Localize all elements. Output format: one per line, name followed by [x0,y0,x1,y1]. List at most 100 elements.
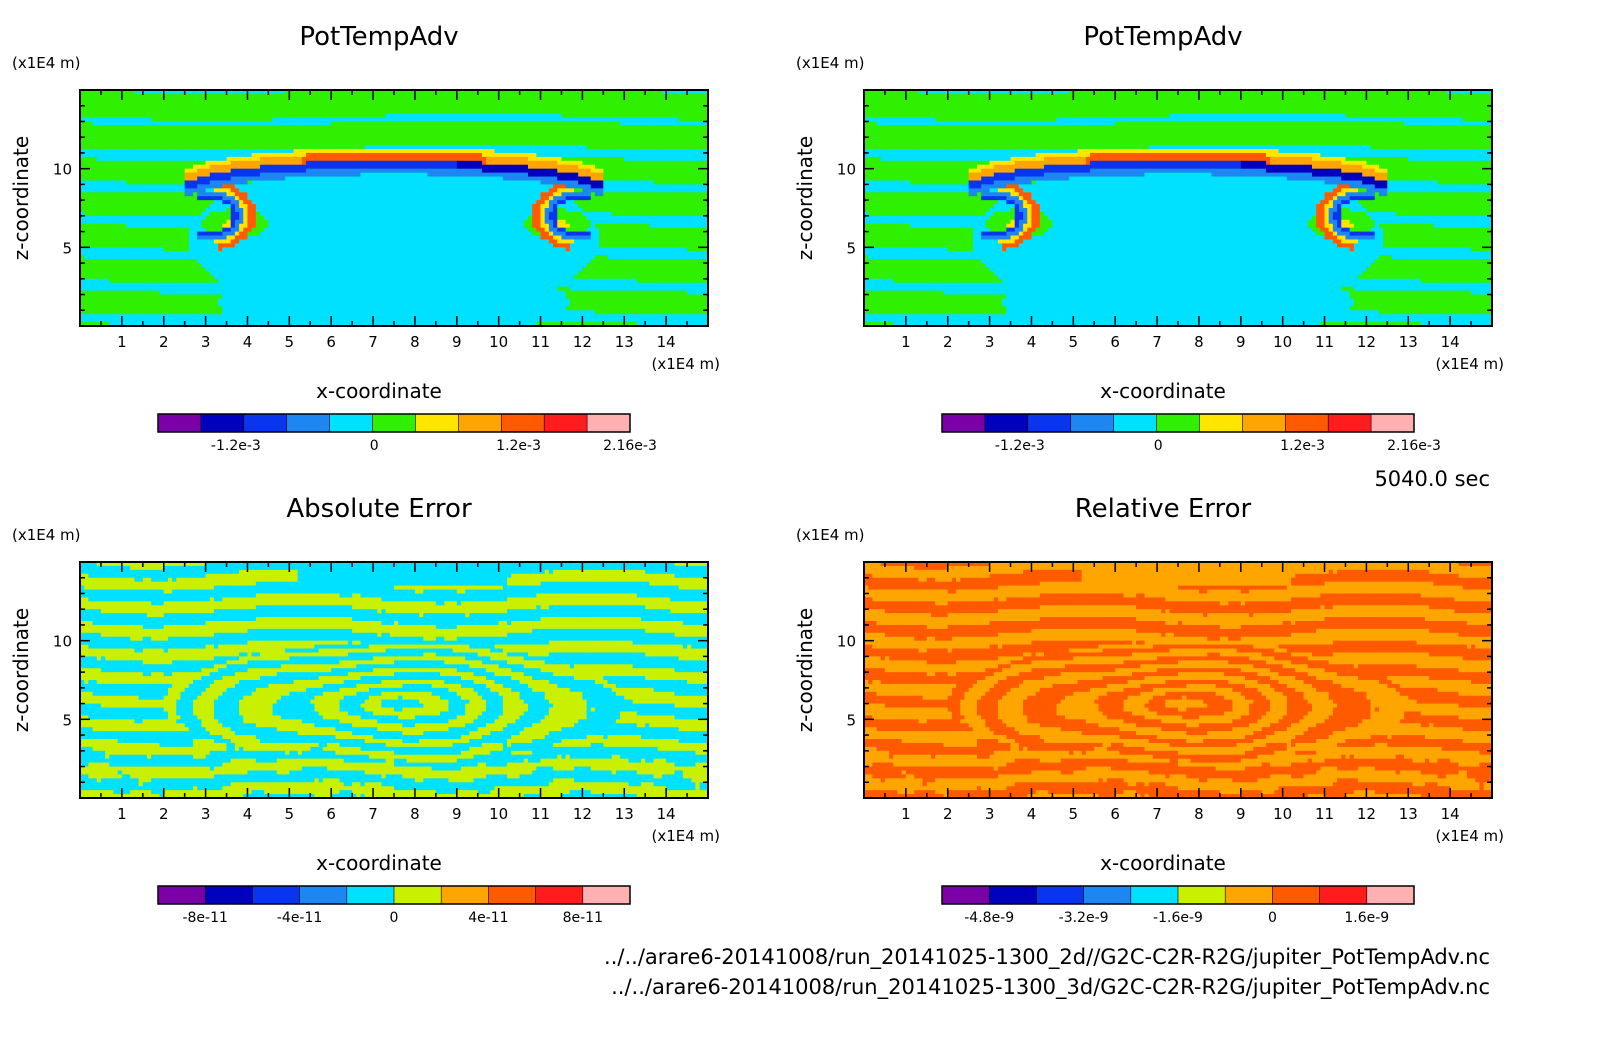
field-cell [185,184,190,189]
field-cell [147,200,152,205]
field-cell [105,102,110,107]
field-cell [189,232,194,237]
field-cell [206,149,211,154]
field-cell [118,212,123,217]
field-cell [97,314,102,319]
field-cell [218,298,223,303]
field-cell [180,295,185,300]
field-cell [151,149,156,154]
field-cell [147,318,152,323]
field-cell [109,98,114,103]
field-cell [151,212,156,217]
field-cell [231,110,236,115]
field-cell [172,165,177,170]
field-cell [147,239,152,244]
field-cell [214,267,219,272]
field-cell [210,177,215,182]
field-cell [243,283,248,288]
field-cell [168,137,173,142]
field-cell [113,232,118,237]
field-cell [180,188,185,193]
field-cell [176,208,181,213]
field-cell [231,295,236,300]
field-cell [130,306,135,311]
field-cell [118,149,123,154]
field-cell [185,200,190,205]
field-cell [231,283,236,288]
field-cell [105,224,110,229]
field-cell [227,271,232,276]
field-cell [189,188,194,193]
field-cell [164,169,169,174]
field-cell [93,188,98,193]
field-cell [155,228,160,233]
field-cell [185,255,190,260]
field-cell [222,184,227,189]
field-cell [176,239,181,244]
field-cell [134,291,139,296]
field-cell [180,102,185,107]
field-cell [130,188,135,193]
field-cell [134,306,139,311]
field-cell [151,228,156,233]
field-cell [222,208,227,213]
field-cell [113,310,118,315]
field-cell [164,243,169,248]
field-cell [172,208,177,213]
field-cell [180,153,185,158]
field-cell [122,161,127,166]
field-cell [180,236,185,241]
field-cell [243,255,248,260]
field-cell [164,177,169,182]
field-cell [247,165,252,170]
field-cell [193,318,198,323]
field-cell [222,267,227,272]
field-cell [193,224,198,229]
field-cell [88,295,93,300]
field-cell [214,208,219,213]
field-cell [197,161,202,166]
field-cell [134,196,139,201]
field-cell [197,287,202,292]
field-cell [113,251,118,256]
field-cell [168,306,173,311]
field-cell [243,298,248,303]
field-cell [218,271,223,276]
field-cell [155,129,160,134]
field-cell [109,137,114,142]
field-cell [139,208,144,213]
field-cell [185,247,190,252]
field-cell [201,114,206,119]
field-cell [105,279,110,284]
field-cell [197,291,202,296]
field-cell [143,180,148,185]
field-cell [164,255,169,260]
field-cell [93,94,98,99]
field-cell [214,232,219,237]
field-cell [134,133,139,138]
field-cell [122,287,127,292]
field-cell [193,259,198,264]
field-cell [247,267,252,272]
field-cell [239,295,244,300]
field-cell [243,165,248,170]
field-cell [97,137,102,142]
field-cell [231,259,236,264]
field-cell [172,239,177,244]
field-cell [147,188,152,193]
field-cell [122,169,127,174]
field-cell [231,118,236,123]
field-cell [189,157,194,162]
field-cell [218,283,223,288]
field-cell [113,173,118,178]
field-cell [88,102,93,107]
field-cell [109,165,114,170]
field-cell [118,180,123,185]
field-cell [93,228,98,233]
field-cell [113,295,118,300]
field-cell [243,114,248,119]
field-cell [239,208,244,213]
field-cell [118,267,123,272]
field-cell [160,110,165,115]
field-cell [168,110,173,115]
